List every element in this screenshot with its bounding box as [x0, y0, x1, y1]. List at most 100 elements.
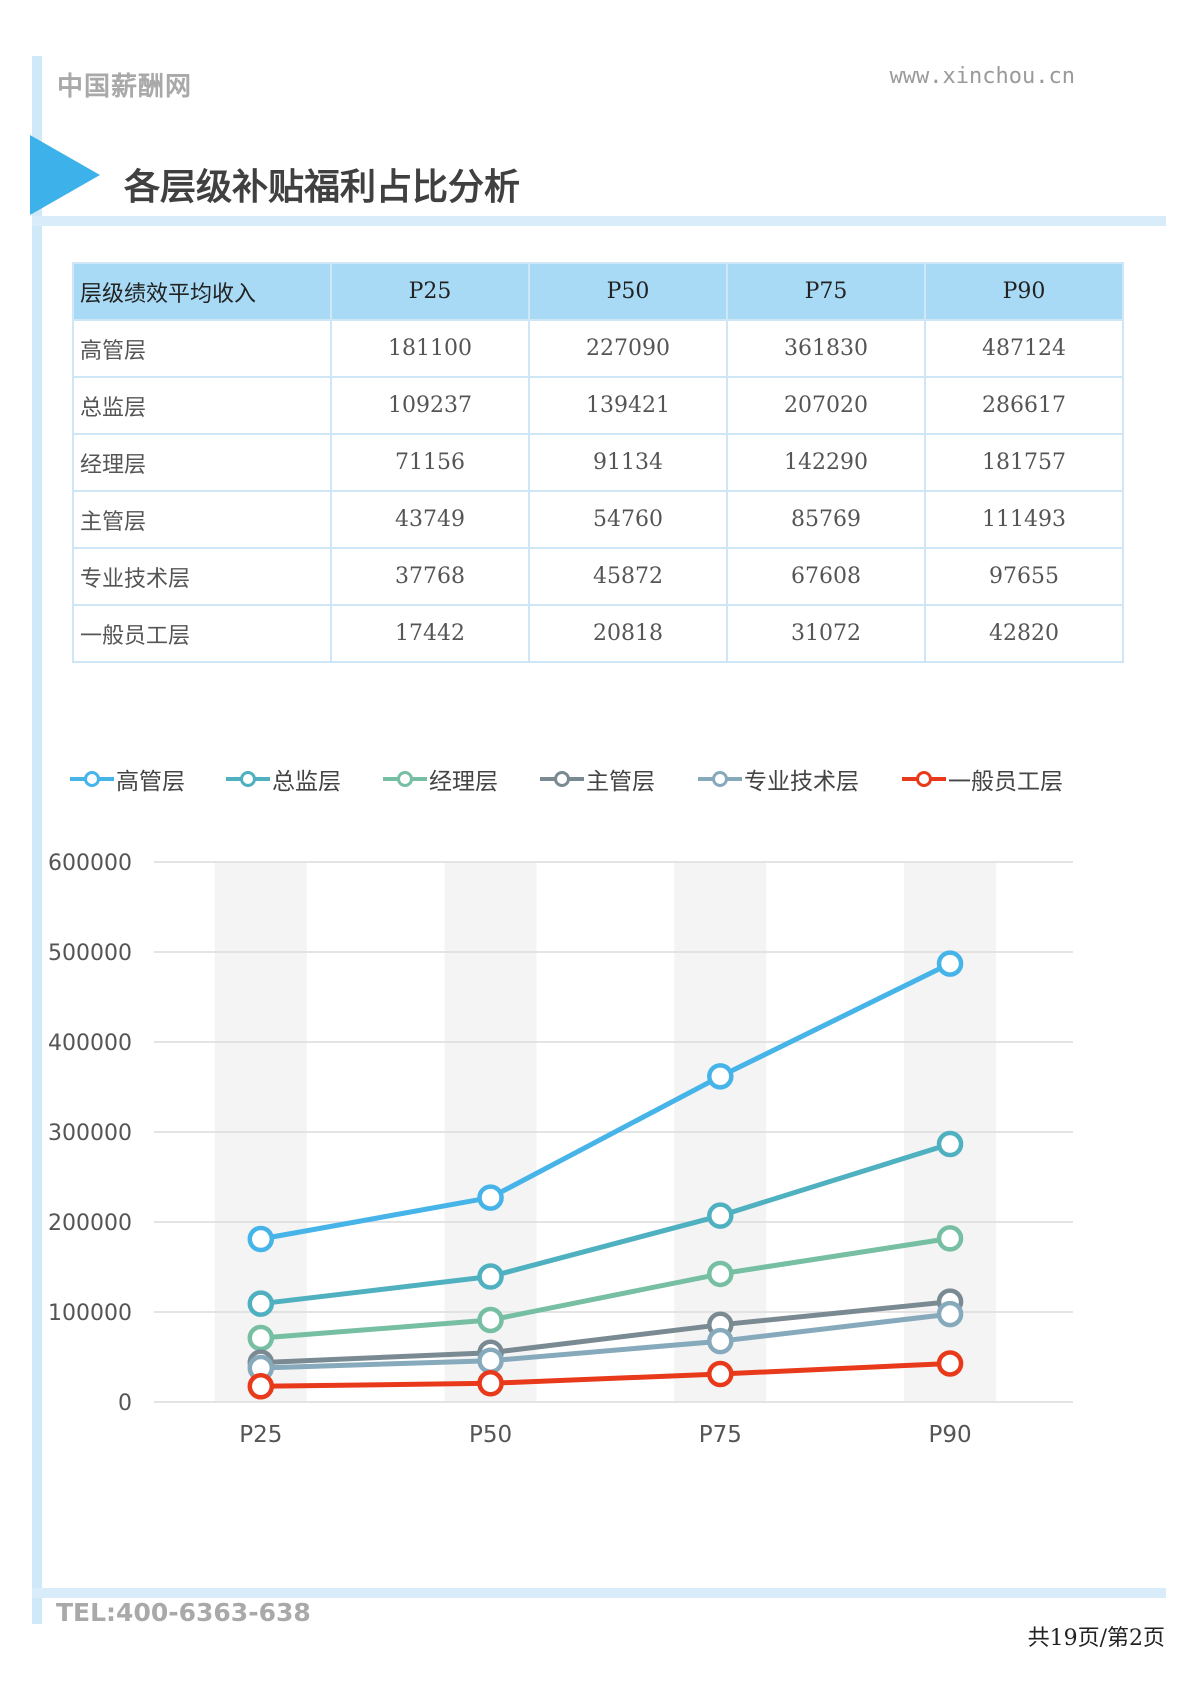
legend-marker-icon — [698, 770, 742, 788]
table-cell: 181100 — [330, 319, 530, 378]
table-cell: 361830 — [726, 319, 926, 378]
table-cell: 总监层 — [72, 376, 332, 435]
page-number: 共19页/第2页 — [1027, 1626, 1165, 1651]
table-cell: 20818 — [528, 604, 728, 663]
table-cell: 17442 — [330, 604, 530, 663]
legend-label: 一般员工层 — [948, 769, 1063, 795]
table-cell: 31072 — [726, 604, 926, 663]
series-line — [258, 1361, 953, 1389]
legend-item: 一般员工层 — [902, 762, 1063, 796]
legend-marker-icon — [383, 770, 427, 788]
legend-marker-icon — [70, 770, 114, 788]
table-header-cell: P90 — [924, 262, 1124, 321]
data-point — [936, 950, 964, 977]
y-tick-label: 400000 — [48, 1031, 132, 1056]
y-tick-label: 100000 — [48, 1301, 132, 1326]
table-cell: 181757 — [924, 433, 1124, 492]
table-header-cell: P50 — [528, 262, 728, 321]
series-line — [258, 1299, 953, 1366]
legend-label: 经理层 — [429, 769, 498, 795]
legend-item: 专业技术层 — [698, 762, 859, 796]
table-cell: 487124 — [924, 319, 1124, 378]
legend-label: 总监层 — [272, 769, 341, 795]
table-row: 高管层 181100 227090 361830 487124 — [72, 319, 1124, 378]
table-cell: 111493 — [924, 490, 1124, 549]
legend-item: 总监层 — [226, 762, 341, 796]
legend-label: 高管层 — [116, 769, 185, 795]
series-line — [258, 1141, 953, 1307]
page-title: 各层级补贴福利占比分析 — [124, 167, 521, 208]
table-cell: 142290 — [726, 433, 926, 492]
table-row: 主管层 43749 54760 85769 111493 — [72, 490, 1124, 549]
table-row: 经理层 71156 91134 142290 181757 — [72, 433, 1124, 492]
x-tick-label: P25 — [239, 1422, 282, 1448]
table-cell: 42820 — [924, 604, 1124, 663]
data-point — [707, 1360, 734, 1388]
table-cell: 专业技术层 — [72, 547, 332, 606]
data-point — [707, 1202, 734, 1229]
data-point — [247, 1373, 275, 1400]
table-header-cell: 层级绩效平均收入 — [72, 262, 332, 321]
table-cell: 经理层 — [72, 433, 332, 492]
series-line — [258, 1311, 953, 1371]
y-tick-label: 300000 — [48, 1121, 132, 1146]
x-tick-label: P50 — [469, 1422, 512, 1448]
title-arrow-icon — [30, 135, 100, 215]
x-tick-label: P90 — [928, 1422, 971, 1448]
y-tick-label: 200000 — [48, 1211, 132, 1236]
data-point — [936, 1350, 964, 1377]
table-cell: 37768 — [330, 547, 530, 606]
table-cell: 91134 — [528, 433, 728, 492]
site-url: www.xinchou.cn — [889, 64, 1075, 89]
table-cell: 43749 — [330, 490, 530, 549]
table-cell: 286617 — [924, 376, 1124, 435]
table-cell: 227090 — [528, 319, 728, 378]
data-point — [707, 1063, 734, 1090]
data-point — [247, 1225, 275, 1253]
brand-name: 中国薪酬网 — [57, 72, 193, 102]
data-point — [477, 1263, 504, 1290]
legend-item: 高管层 — [70, 762, 185, 796]
line-chart: 0 100000 200000 300000 400000 500000 600000 P25… — [48, 851, 1073, 1448]
income-table: 层级绩效平均收入 P25 P50 P75 P90 高管层 181100 2270… — [72, 262, 1124, 663]
data-point — [936, 1225, 964, 1252]
y-tick-label: 500000 — [48, 941, 132, 966]
x-tick-label: P75 — [699, 1422, 742, 1448]
legend-marker-icon — [540, 770, 584, 788]
table-cell: 高管层 — [72, 319, 332, 378]
data-point — [247, 1290, 275, 1317]
table-cell: 109237 — [330, 376, 530, 435]
legend-label: 专业技术层 — [744, 769, 859, 795]
footer-divider — [32, 1588, 1166, 1598]
table-cell: 71156 — [330, 433, 530, 492]
table-cell: 85769 — [726, 490, 926, 549]
series-line — [258, 961, 953, 1242]
legend-marker-icon — [902, 770, 946, 788]
table-cell: 207020 — [726, 376, 926, 435]
table-header-cell: P25 — [330, 262, 530, 321]
footer-tel: TEL:400-6363-638 — [56, 1598, 311, 1627]
table-header-cell: P75 — [726, 262, 926, 321]
legend-label: 主管层 — [586, 769, 655, 795]
table-header-row: 层级绩效平均收入 P25 P50 P75 P90 — [72, 262, 1124, 321]
table-cell: 67608 — [726, 547, 926, 606]
legend-item: 主管层 — [540, 762, 655, 796]
series-line — [258, 1235, 953, 1341]
data-point — [477, 1184, 504, 1211]
table-cell: 139421 — [528, 376, 728, 435]
data-point — [936, 1300, 964, 1328]
table-cell: 45872 — [528, 547, 728, 606]
data-point — [707, 1260, 734, 1288]
data-point — [477, 1347, 504, 1374]
left-accent-bar — [32, 56, 42, 1624]
table-cell: 一般员工层 — [72, 604, 332, 663]
table-row: 一般员工层 17442 20818 31072 42820 — [72, 604, 1124, 663]
table-row: 专业技术层 37768 45872 67608 97655 — [72, 547, 1124, 606]
y-tick-label: 0 — [118, 1391, 132, 1416]
data-point — [707, 1327, 734, 1355]
title-divider — [32, 216, 1166, 226]
data-point — [247, 1324, 275, 1352]
legend-marker-icon — [226, 770, 270, 788]
table-cell: 54760 — [528, 490, 728, 549]
table-cell: 97655 — [924, 547, 1124, 606]
